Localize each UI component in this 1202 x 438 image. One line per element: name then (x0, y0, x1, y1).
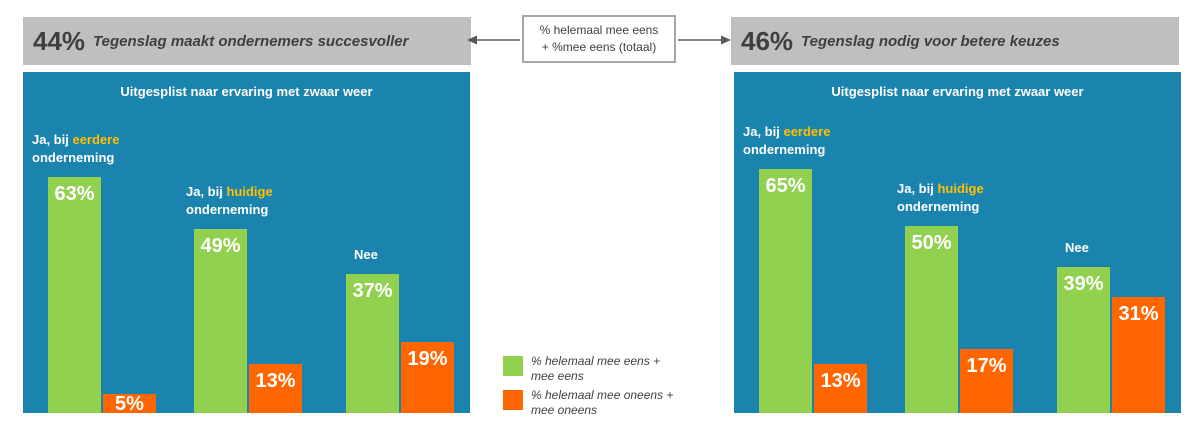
data-label-agree-1: 63% (54, 182, 95, 205)
bar-agree-3: 37% (346, 274, 399, 413)
header-left-text: Tegenslag maakt ondernemers succesvoller (93, 32, 409, 50)
data-label-disagree-2: 13% (255, 370, 296, 393)
center-legend-box: % helemaal mee eens + %mee eens (totaal) (522, 15, 676, 63)
header-right-text: Tegenslag nodig voor betere keuzes (801, 32, 1060, 50)
legend-disagree-label: % helemaal mee oneens + mee oneens (531, 388, 691, 418)
data-label-disagree-2: 17% (966, 355, 1007, 378)
category-label-1: Ja, bij eerdere onderneming (743, 124, 831, 158)
bar-agree-1: 63% (48, 176, 101, 413)
bar-agree-2: 50% (905, 225, 958, 413)
arrow-right-head (721, 35, 731, 45)
category-label-3: Nee (1065, 239, 1089, 255)
data-label-agree-2: 50% (911, 231, 952, 254)
bar-disagree-2: 17% (960, 349, 1013, 413)
category-label-1: Ja, bij eerdere onderneming (32, 131, 120, 165)
data-label-agree-3: 37% (352, 280, 393, 303)
legend-agree-line2: mee eens (531, 369, 584, 383)
bar-agree-2: 49% (194, 229, 247, 413)
header-left: 44% Tegenslag maakt ondernemers succesvo… (23, 17, 471, 65)
legend-disagree-line2: mee oneens (531, 403, 598, 417)
legend-disagree-line1: % helemaal mee oneens + (531, 388, 674, 402)
legend-agree-line1: % helemaal mee eens + (531, 354, 661, 368)
data-label-agree-3: 39% (1063, 272, 1104, 295)
data-label-agree-1: 65% (765, 175, 806, 198)
category-label-2: Ja, bij huidige onderneming (186, 184, 273, 218)
bar-disagree-1: 13% (814, 364, 867, 413)
data-label-agree-2: 49% (200, 235, 241, 258)
legend-agree-swatch (503, 356, 523, 376)
center-box-line1: % helemaal mee eens (539, 23, 659, 37)
arrow-left-head (467, 35, 477, 45)
category-label-3: Nee (354, 247, 378, 263)
bar-disagree-3: 19% (401, 341, 454, 413)
chart-title-left: Uitgesplist naar ervaring met zwaar weer (120, 84, 373, 99)
center-box-line2: + %mee eens (totaal) (541, 40, 657, 54)
legend-disagree-swatch (503, 390, 523, 410)
connector-arrows (467, 35, 731, 45)
header-right-pct: 46% (741, 25, 794, 56)
data-label-disagree-1: 5% (115, 393, 144, 416)
chart-panel-right: Uitgesplist naar ervaring met zwaar weer… (734, 72, 1181, 413)
data-label-disagree-3: 19% (407, 347, 448, 370)
bar-agree-3: 39% (1057, 266, 1110, 413)
chart-panel-left: Uitgesplist naar ervaring met zwaar weer… (23, 72, 470, 416)
legend-agree-label: % helemaal mee eens + mee eens (531, 354, 691, 384)
bar-disagree-3: 31% (1112, 296, 1165, 413)
bar-agree-1: 65% (759, 169, 812, 413)
chart-title-right: Uitgesplist naar ervaring met zwaar weer (831, 84, 1084, 99)
data-label-disagree-3: 31% (1118, 302, 1159, 325)
header-left-pct: 44% (33, 25, 86, 56)
header-right: 46% Tegenslag nodig voor betere keuzes (731, 17, 1179, 65)
bar-disagree-1: 5% (103, 393, 156, 416)
bar-disagree-2: 13% (249, 364, 302, 413)
data-label-disagree-1: 13% (820, 370, 861, 393)
category-label-2: Ja, bij huidige onderneming (897, 180, 984, 214)
